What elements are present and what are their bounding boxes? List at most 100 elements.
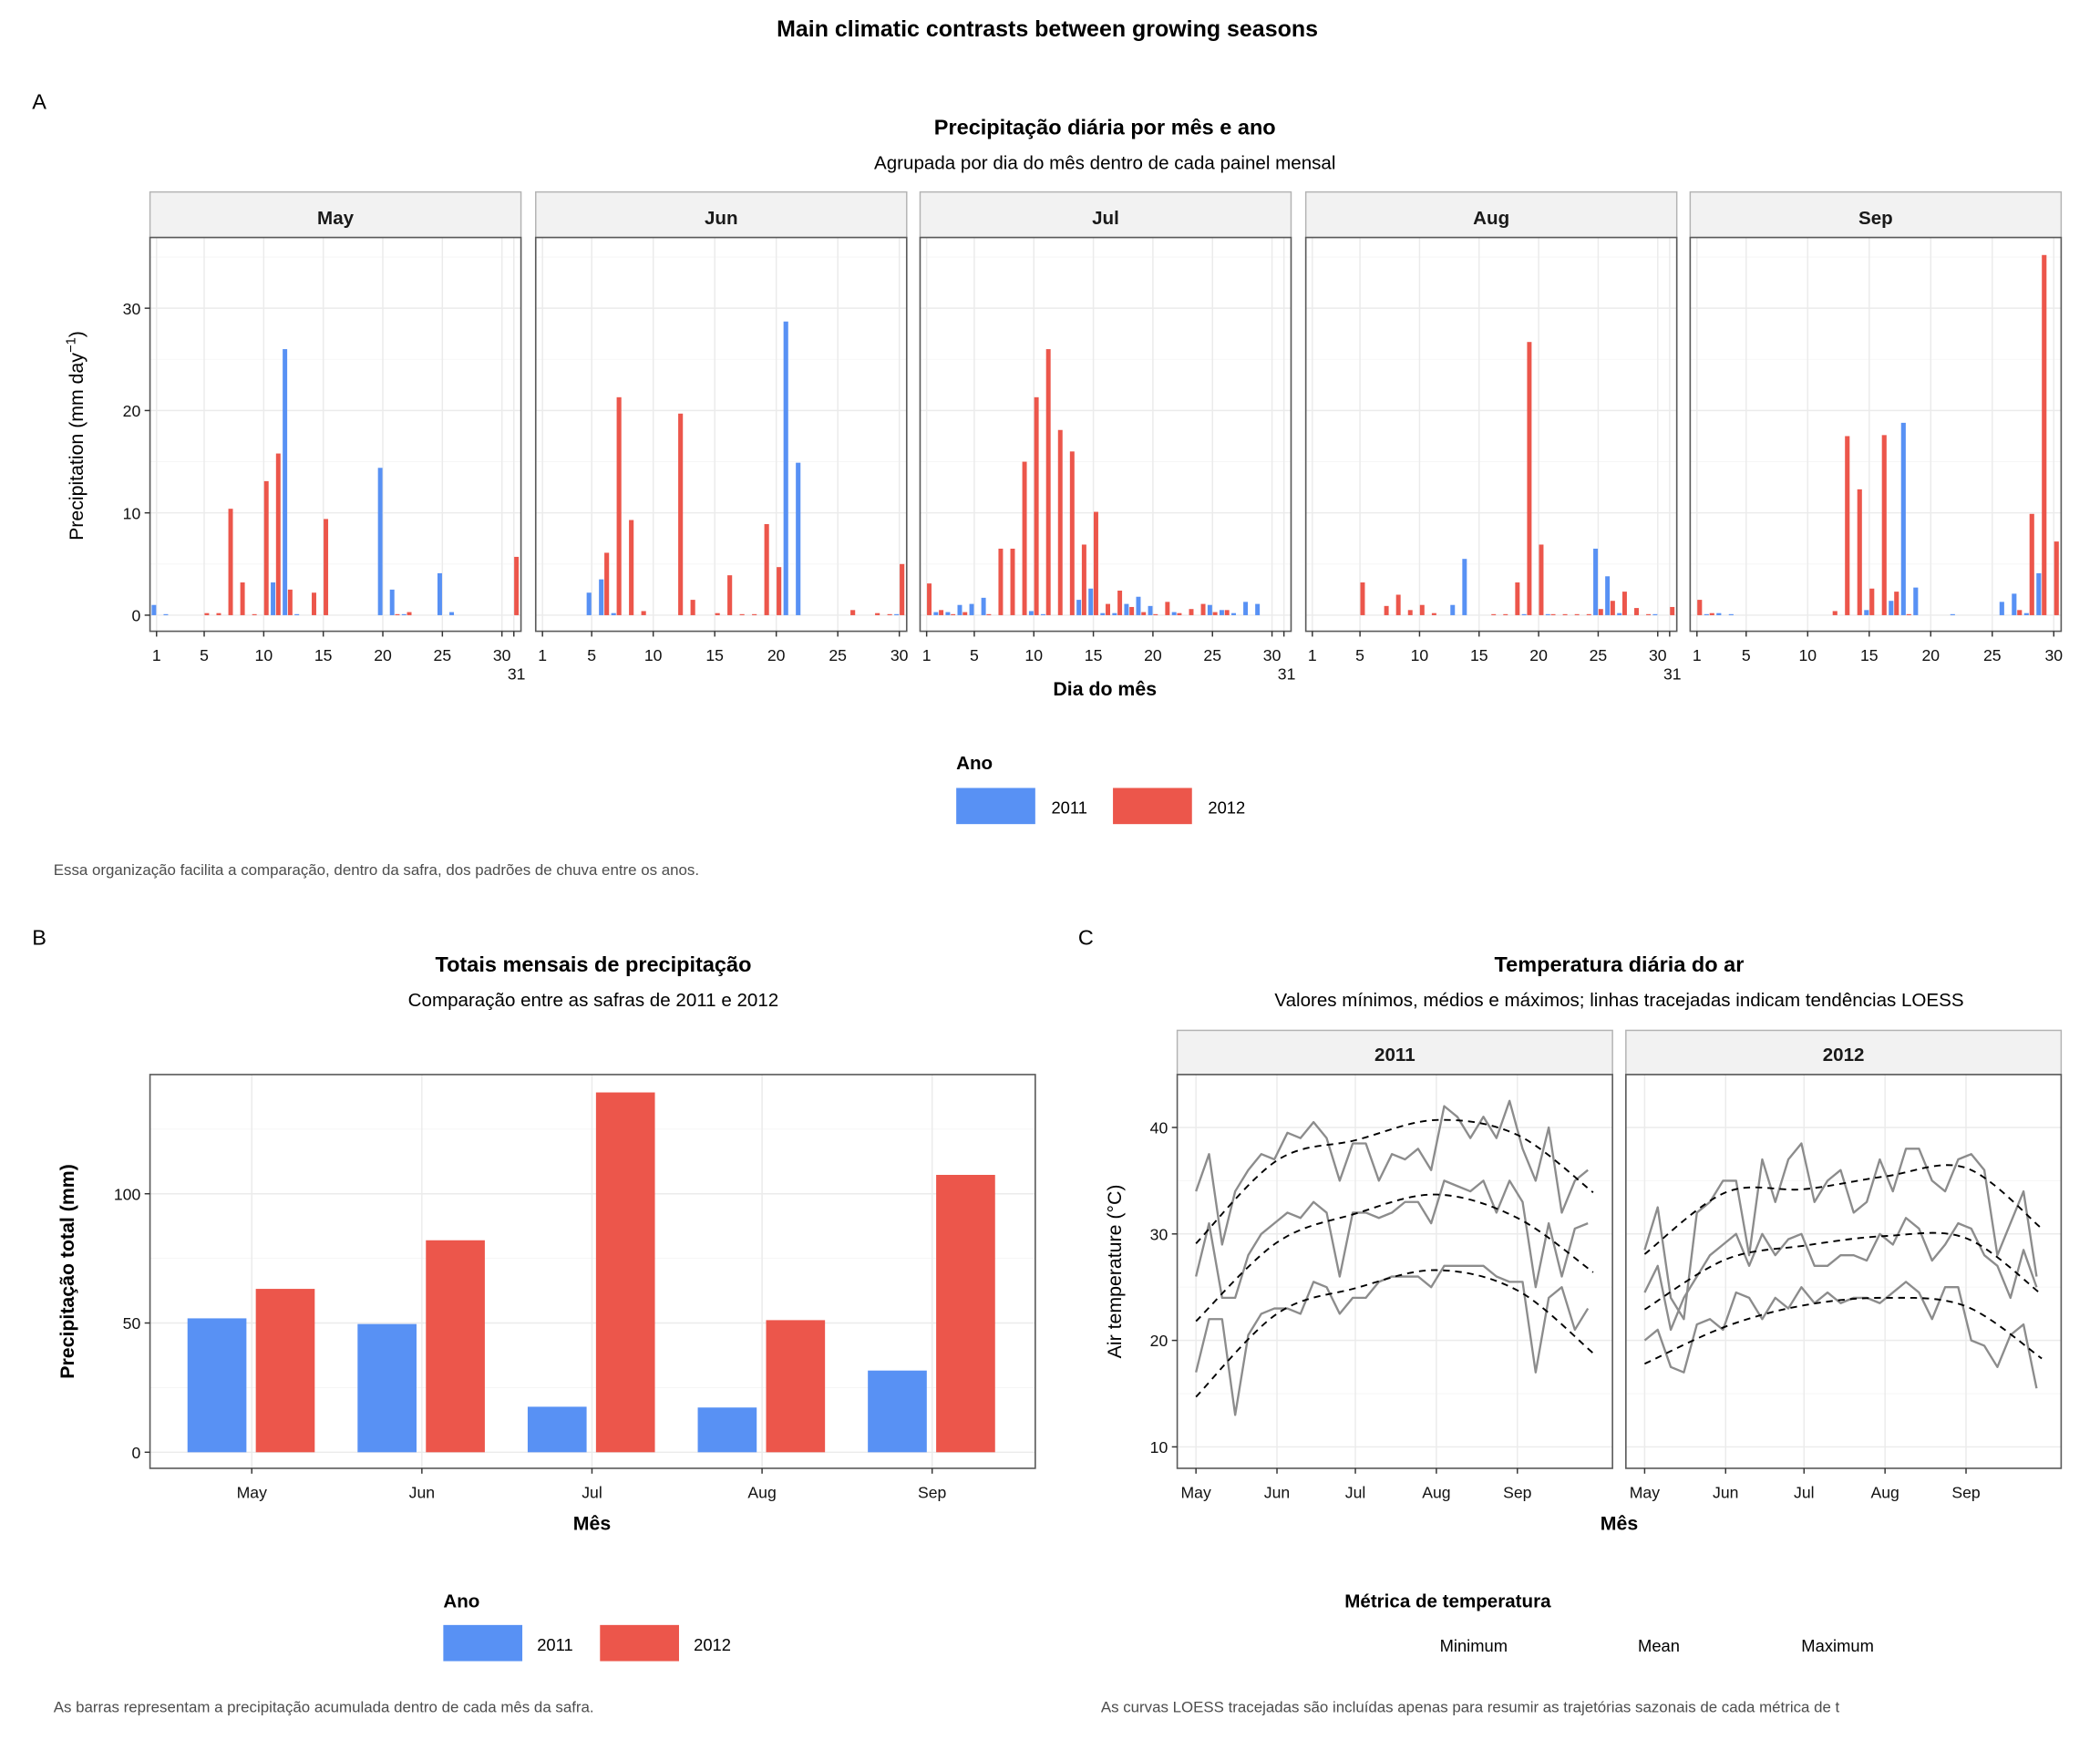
panel-b-tag: B	[32, 925, 46, 949]
x-tick-label: Sep	[1503, 1483, 1532, 1501]
bar-2011-day-26	[1999, 602, 2004, 615]
x-tick-label: 5	[970, 646, 979, 664]
panel-c-x-title: Mês	[1601, 1513, 1638, 1535]
bar-2011-day-22	[1950, 613, 1955, 615]
legend-title: Ano	[443, 1591, 479, 1612]
bar-2011-day-25	[1207, 604, 1212, 615]
bar-2011-day-2	[933, 612, 939, 615]
bar-2011-day-20	[377, 468, 383, 615]
panel-b-plot: 0 50 100 May Jun Jul Aug Sep	[114, 1074, 1036, 1501]
bar-2012-day-30	[900, 563, 905, 615]
bar-2012-day-10	[263, 480, 269, 615]
x-tick-label: 30	[1649, 646, 1667, 664]
bar-2011-day-13	[1450, 604, 1456, 615]
bar-2012-day-18	[1129, 606, 1135, 615]
panel-c-title: Temperatura diária do ar	[1495, 952, 1745, 976]
x-tick-label: 30	[890, 646, 909, 664]
x-tick-label: 20	[1529, 646, 1548, 664]
panel-c-legend: Métrica de temperatura Minimum Mean Maxi…	[1344, 1591, 1874, 1655]
facet-border	[919, 236, 1292, 633]
bar-2011-day-6	[981, 597, 986, 615]
facet-border	[1689, 236, 2063, 633]
x-tick-label: 20	[374, 646, 392, 664]
line-maximum	[1643, 1142, 2038, 1321]
x-tick-label: 25	[1983, 646, 2002, 664]
bar-2012-day-1	[1697, 600, 1703, 615]
bar-2012-day-11	[1431, 612, 1436, 615]
x-tick-label: Jun	[409, 1483, 435, 1501]
bar-2011-day-22	[796, 462, 801, 615]
bar-2012-day-17	[739, 613, 745, 615]
x-tick-label: 1	[1308, 646, 1317, 664]
bar-2011-day-22	[401, 613, 407, 615]
bar-2011-day-25	[1593, 548, 1599, 615]
x-tick-label: 30	[2044, 646, 2063, 664]
bar-2012-day-15	[1093, 511, 1098, 615]
bar-2011-day-27	[1617, 612, 1622, 615]
y-tick-label: 10	[123, 504, 141, 522]
facet-strip	[1689, 190, 2063, 239]
facet-panel	[1690, 237, 2062, 632]
bar-2012-day-22	[1177, 612, 1182, 615]
bar-2012-day-20	[777, 567, 782, 615]
bar-2012-day-8	[629, 520, 634, 615]
bar-2011-day-21	[783, 321, 788, 615]
bar-2012-day-13	[690, 600, 695, 615]
bar-2012-sep	[936, 1175, 995, 1453]
bar-2011-day-18	[1900, 422, 1906, 615]
x-tick-label: Aug	[1422, 1483, 1450, 1501]
x-tick-label: 31	[1663, 664, 1682, 683]
bar-2012-day-21	[395, 613, 400, 615]
bar-2012-day-13	[1069, 451, 1075, 615]
bar-2011-day-11	[1040, 613, 1045, 615]
bar-2011-day-4	[1728, 613, 1734, 615]
bar-2011-day-29	[1255, 603, 1261, 615]
facet-2011: 2011 May Jun Jul Aug Sep 10 20 30 40	[1150, 1029, 1613, 1501]
x-tick-label: 25	[829, 646, 847, 664]
legend-key-2012	[600, 1624, 679, 1662]
bar-2011-day-20	[1148, 605, 1153, 615]
bar-2011-day-22	[1171, 612, 1177, 615]
bar-2011-day-21	[1545, 613, 1550, 615]
bar-2012-day-2	[1709, 612, 1714, 615]
bar-2012-day-8	[240, 582, 245, 615]
line-maximum	[1195, 1099, 1589, 1246]
bar-2012-day-16	[1881, 435, 1887, 615]
bar-2012-day-10	[1419, 604, 1425, 615]
bar-2012-day-29	[2042, 254, 2047, 615]
bar-2011-day-10	[1028, 611, 1034, 615]
bar-2012-day-26	[1610, 601, 1615, 615]
line-minimum	[1195, 1264, 1590, 1416]
bar-2012-jul	[595, 1092, 655, 1453]
bar-2011-day-19	[1913, 587, 1919, 615]
legend-label-2011: 2011	[1051, 798, 1086, 817]
bar-2012-day-20	[1539, 544, 1544, 615]
panel-b: B Totais mensais de precipitação Compara…	[32, 925, 1036, 1715]
x-tick-label: May	[1630, 1483, 1660, 1501]
x-tick-label: 10	[1411, 646, 1429, 664]
bar-2012-day-31	[514, 556, 520, 615]
legend-label-2011: 2011	[537, 1635, 572, 1654]
bar-2012-day-14	[1857, 489, 1862, 615]
bar-2011-day-3	[945, 612, 951, 615]
x-tick-label: 10	[1798, 646, 1817, 664]
x-tick-label: 1	[152, 646, 161, 664]
facet-border	[1625, 1074, 2063, 1469]
x-tick-label: 1	[1693, 646, 1702, 664]
bar-2011-day-28	[2023, 612, 2029, 615]
bar-2012-day-15	[324, 519, 329, 615]
bar-2012-day-6	[604, 552, 610, 615]
bar-2011-day-14	[1076, 600, 1082, 615]
x-tick-label: 30	[1263, 646, 1282, 664]
x-tick-label: 31	[508, 664, 526, 683]
bar-2011-day-15	[1864, 610, 1869, 615]
bar-2012-day-28	[875, 612, 880, 615]
bar-2012-day-20	[1153, 613, 1158, 615]
loess-trend-maximum	[1643, 1164, 2043, 1255]
bar-2012-day-14	[312, 592, 316, 615]
bar-2012-day-8	[1395, 594, 1401, 615]
panel-a-y-title: Precipitation (mm day−1)	[64, 331, 88, 540]
panel-b-legend: Ano 2011 2012	[443, 1591, 731, 1662]
legend-label-2012: 2012	[694, 1635, 731, 1654]
